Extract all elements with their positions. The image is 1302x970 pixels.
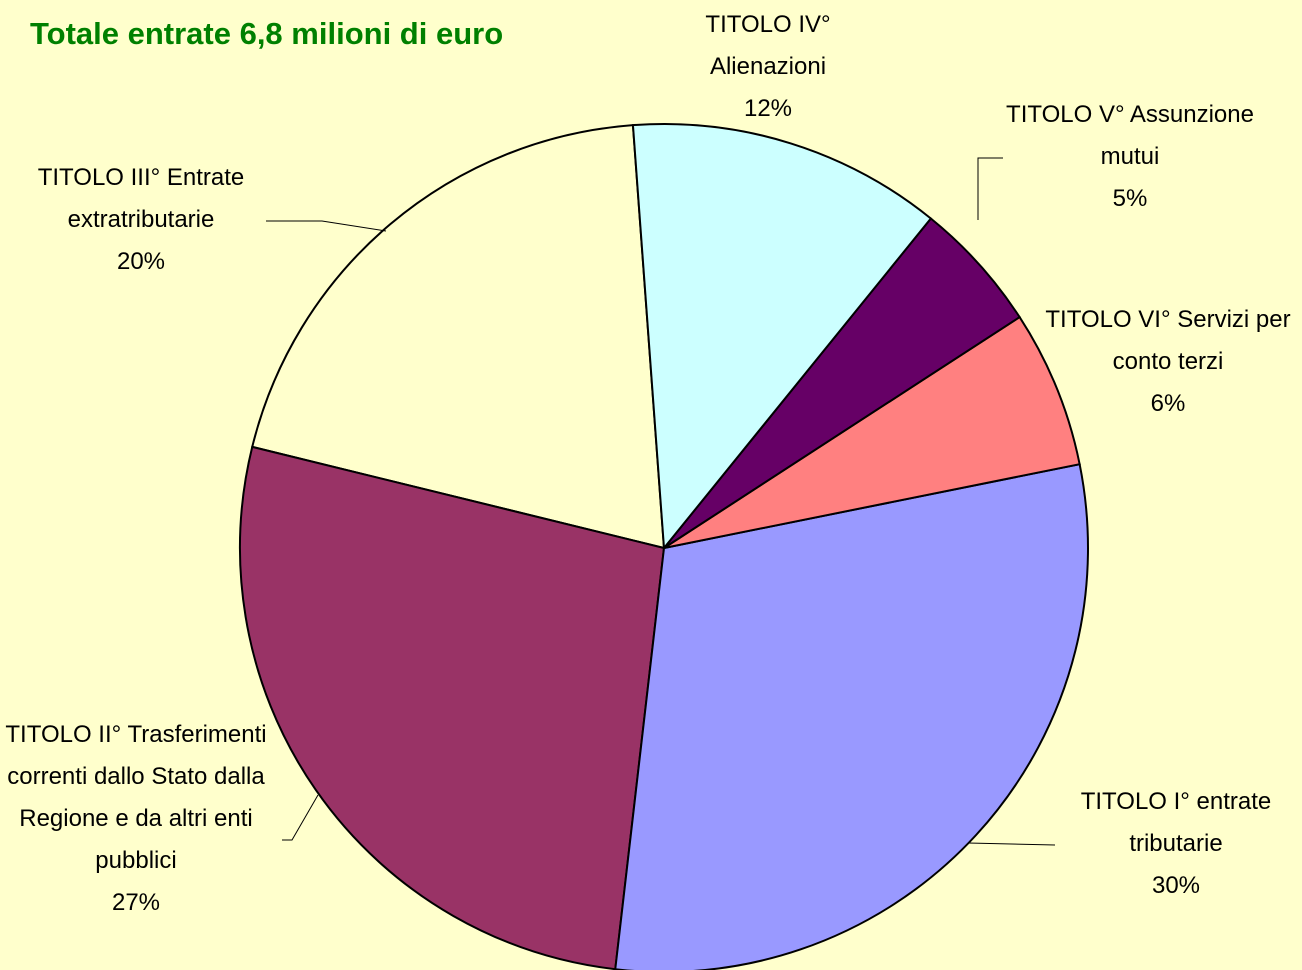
pie-slice [663,315,1081,549]
pie-slice [239,445,666,970]
category-label: TITOLO V° Assunzione mutui [1006,101,1254,170]
value-label: 30% [1151,872,1201,899]
slice-label: TITOLO IV° Alienazioni 12% [683,4,853,130]
chart-title: Totale entrate 6,8 milioni di euro [30,16,504,51]
value-label: 6% [1150,390,1186,417]
category-label: TITOLO I° entrate tributarie [1080,788,1272,857]
slice-label: TITOLO I° entrate tributarie 30% [1056,781,1296,907]
pie-slice [631,123,933,551]
value-label: 5% [1112,185,1148,212]
category-label: TITOLO III° Entrate extratributarie [37,164,245,233]
pie-slice [251,124,666,550]
category-label: TITOLO VI° Servizi per conto terzi [1045,306,1291,375]
leader-lines [266,157,1056,846]
leader-line [282,794,319,841]
value-label: 27% [111,889,161,916]
slice-label: TITOLO III° Entrate extratributarie 20% [11,157,271,283]
slice-label: TITOLO VI° Servizi per conto terzi 6% [1033,299,1302,425]
slice-label: TITOLO V° Assunzione mutui 5% [1000,94,1260,220]
value-label: 20% [116,248,166,275]
pie-slice [614,463,1090,970]
leader-line [967,842,1056,846]
leader-line [977,157,1003,220]
value-label: 12% [743,95,793,122]
category-label: TITOLO IV° Alienazioni [705,11,831,80]
category-label: TITOLO II° Trasferimenti correnti dallo … [5,721,267,874]
leader-line [266,220,387,232]
slice-label: TITOLO II° Trasferimenti correnti dallo … [1,714,271,924]
